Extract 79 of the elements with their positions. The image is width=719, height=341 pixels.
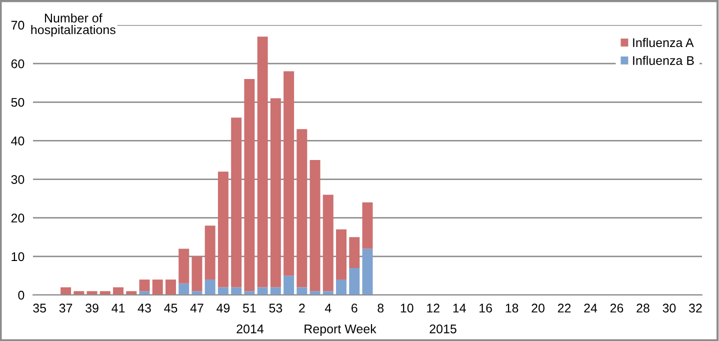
bar — [257, 287, 268, 295]
x-tick-label: 14 — [453, 304, 466, 312]
x-tick-label: 47 — [190, 304, 204, 312]
legend-label: Influenza A — [633, 38, 694, 48]
bar — [218, 172, 228, 288]
x-tick-label: 24 — [584, 304, 598, 312]
text: Report Week — [304, 324, 376, 336]
bar — [270, 287, 281, 295]
bar — [178, 283, 190, 295]
x-tick-label: 16 — [480, 304, 492, 313]
x-tick-label: 6 — [352, 304, 358, 313]
x-tick-label: 2 — [299, 304, 305, 312]
x-tick-label: 20 — [532, 304, 544, 313]
bar — [86, 291, 98, 295]
bar — [152, 280, 163, 295]
bar — [349, 268, 360, 295]
bar — [296, 129, 308, 288]
bar — [336, 229, 347, 280]
bar — [322, 291, 334, 295]
bar — [322, 194, 334, 292]
bar — [244, 291, 255, 295]
x-tick-label: 35 — [33, 304, 46, 313]
y-tick-label: 10 — [12, 252, 24, 262]
bar — [362, 202, 373, 249]
x-tick-label: 49 — [216, 304, 230, 313]
text: 2015 — [430, 324, 456, 334]
x-tick-label: 30 — [662, 304, 676, 313]
bar — [218, 287, 228, 295]
bar — [178, 248, 190, 284]
y-tick-label: 30 — [11, 175, 24, 184]
x-tick-label: 26 — [610, 304, 624, 313]
x-tick-label: 51 — [242, 304, 256, 313]
bar — [349, 237, 360, 268]
bar — [310, 291, 320, 295]
y-tick-label: 40 — [11, 136, 24, 146]
bar — [192, 256, 202, 292]
x-tick-label: 28 — [636, 304, 650, 313]
x-tick-label: 53 — [269, 304, 282, 313]
bar — [284, 276, 294, 295]
y-tick-label: 20 — [11, 214, 24, 223]
x-tick-label: 18 — [506, 304, 518, 313]
x-tick-label: 41 — [112, 304, 125, 312]
bar — [60, 287, 72, 295]
legend-label: Influenza B — [633, 56, 694, 65]
x-tick-label: 37 — [59, 304, 72, 313]
bar — [204, 280, 216, 295]
bar — [231, 118, 242, 288]
x-tick-label: 8 — [378, 304, 384, 313]
x-tick-label: 39 — [86, 304, 98, 313]
x-tick-label: 10 — [400, 304, 414, 313]
x-tick-label: 43 — [138, 304, 151, 313]
x-tick-label: 4 — [324, 304, 332, 312]
bar — [296, 287, 308, 295]
y-tick-label: 0 — [18, 290, 24, 300]
y-axis-title: Number of hospitalizations — [31, 13, 116, 37]
bar — [126, 291, 137, 295]
y-tick-label: 70 — [11, 20, 24, 30]
bar — [192, 291, 202, 295]
bar — [284, 71, 294, 276]
bar — [74, 291, 84, 295]
x-tick-label: 32 — [688, 304, 702, 313]
x-tick-label: 22 — [558, 304, 571, 312]
x-tick-label: 12 — [427, 304, 440, 312]
y-tick-label: 60 — [11, 59, 24, 68]
bar — [310, 160, 320, 292]
bar — [100, 291, 110, 295]
bar — [244, 79, 255, 292]
bar — [113, 287, 124, 295]
bar — [139, 280, 150, 292]
bar — [165, 280, 176, 295]
text: 2014 — [236, 324, 264, 334]
bar — [257, 36, 268, 288]
bar — [336, 280, 347, 295]
bar — [204, 226, 216, 280]
bar — [270, 98, 281, 288]
y-tick-label: 50 — [11, 98, 24, 107]
bar — [362, 248, 373, 295]
x-tick-label: 45 — [164, 304, 178, 313]
bar — [231, 287, 242, 295]
